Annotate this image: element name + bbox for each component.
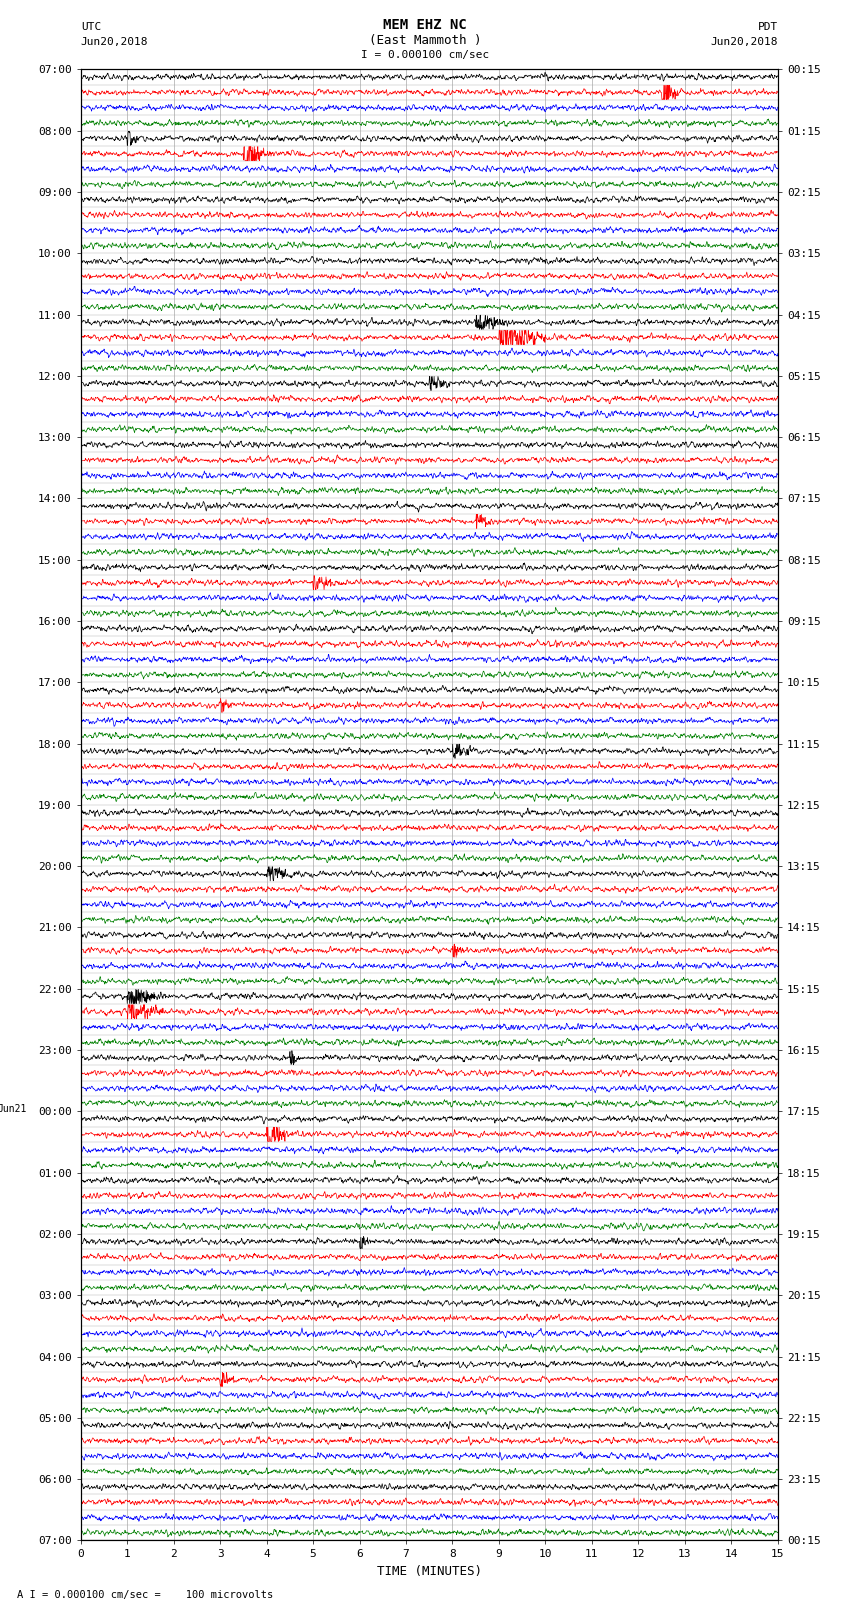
Text: I = 0.000100 cm/sec: I = 0.000100 cm/sec — [361, 50, 489, 60]
Text: Jun21: Jun21 — [0, 1103, 26, 1115]
Text: UTC: UTC — [81, 23, 101, 32]
Text: PDT: PDT — [757, 23, 778, 32]
Text: Jun20,2018: Jun20,2018 — [81, 37, 148, 47]
Text: Jun20,2018: Jun20,2018 — [711, 37, 778, 47]
Text: A I = 0.000100 cm/sec =    100 microvolts: A I = 0.000100 cm/sec = 100 microvolts — [17, 1590, 273, 1600]
Text: MEM EHZ NC: MEM EHZ NC — [383, 18, 467, 32]
X-axis label: TIME (MINUTES): TIME (MINUTES) — [377, 1565, 482, 1578]
Text: (East Mammoth ): (East Mammoth ) — [369, 34, 481, 47]
